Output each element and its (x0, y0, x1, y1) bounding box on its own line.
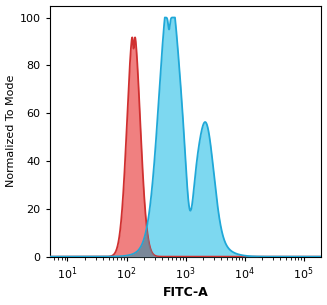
X-axis label: FITC-A: FITC-A (163, 286, 209, 300)
Y-axis label: Normalized To Mode: Normalized To Mode (6, 75, 16, 187)
